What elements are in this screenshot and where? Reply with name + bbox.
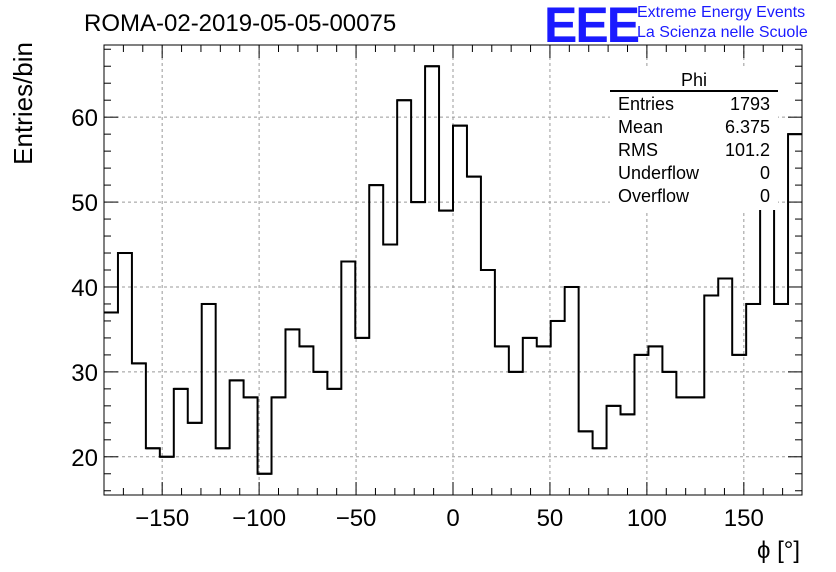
stats-label: RMS <box>618 140 658 160</box>
y-tick-label: 20 <box>71 445 98 472</box>
histogram-outline <box>104 65 802 475</box>
stats-box: Phi Entries 1793 Mean 6.375 RMS 101.2 Underflow… <box>610 68 778 210</box>
stats-label: Entries <box>618 94 674 114</box>
y-tick-label: 50 <box>71 190 98 217</box>
x-tick-label: 150 <box>724 505 764 532</box>
y-tick-label: 60 <box>71 105 98 132</box>
x-tick-label: −50 <box>336 505 377 532</box>
x-tick-label: 50 <box>537 505 564 532</box>
stats-value: 0 <box>760 163 770 183</box>
y-tick-label: 30 <box>71 360 98 387</box>
x-axis-label: ϕ [°] <box>757 537 800 564</box>
stats-value: 101.2 <box>725 140 770 160</box>
x-tick-label: −100 <box>232 505 286 532</box>
x-tick-label: 100 <box>627 505 667 532</box>
stats-label: Underflow <box>618 163 700 183</box>
chart-title: ROMA-02-2019-05-05-00075 <box>84 10 397 37</box>
y-tick-label: 40 <box>71 275 98 302</box>
stats-value: 0 <box>760 186 770 206</box>
stats-value: 6.375 <box>725 117 770 137</box>
y-axis-label: Entries/bin <box>8 42 38 165</box>
logo-text-line1: Extreme Energy Events <box>637 4 806 21</box>
eee-logo: EEE <box>544 0 640 53</box>
stats-label: Mean <box>618 117 663 137</box>
stats-title: Phi <box>681 70 707 90</box>
x-tick-label: 0 <box>446 505 459 532</box>
logo-text-line2: La Scienza nelle Scuole <box>637 24 808 41</box>
stats-label: Overflow <box>618 186 690 206</box>
x-tick-label: −150 <box>135 505 189 532</box>
stats-value: 1793 <box>730 94 770 114</box>
